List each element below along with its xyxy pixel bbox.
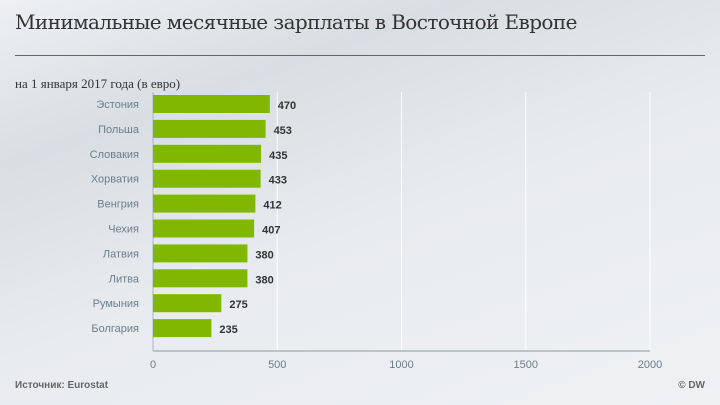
category-label: Словакия <box>90 149 139 161</box>
chart-subtitle: на 1 января 2017 года (в евро) <box>15 76 181 91</box>
bar <box>153 319 212 338</box>
title-divider <box>15 55 705 56</box>
category-label: Польша <box>98 124 140 136</box>
value-label: 407 <box>262 225 280 237</box>
bar <box>153 244 248 263</box>
value-label: 380 <box>255 274 273 286</box>
x-tick-label: 0 <box>150 359 156 371</box>
category-label: Румыния <box>93 298 139 310</box>
bar <box>153 119 266 138</box>
value-label: 380 <box>255 249 273 261</box>
x-tick-label: 1500 <box>514 359 538 371</box>
bar <box>153 169 261 188</box>
bar <box>153 294 222 313</box>
x-tick-label: 1000 <box>389 359 413 371</box>
value-label: 275 <box>229 299 247 311</box>
value-label: 470 <box>278 100 296 112</box>
category-label: Хорватия <box>91 174 139 186</box>
value-label: 433 <box>269 175 287 187</box>
bar <box>153 269 248 288</box>
category-label: Чехия <box>108 224 139 236</box>
source-note: Источник: Eurostat <box>15 380 109 391</box>
chart-title: Минимальные месячные зарплаты в Восточно… <box>15 10 577 34</box>
bar <box>153 95 270 113</box>
category-label: Латвия <box>103 248 139 260</box>
credit-note: © DW <box>678 380 705 391</box>
value-label: 412 <box>263 200 281 212</box>
bar <box>153 144 262 163</box>
bar <box>153 194 256 213</box>
category-label: Литва <box>109 273 140 285</box>
category-label: Болгария <box>91 323 139 335</box>
x-tick-label: 500 <box>268 359 286 371</box>
value-label: 235 <box>219 324 237 336</box>
bar <box>153 219 255 238</box>
category-label: Венгрия <box>97 199 139 211</box>
category-label: Эстония <box>96 99 139 111</box>
x-tick-label: 2000 <box>638 359 662 371</box>
value-label: 453 <box>274 125 292 137</box>
value-label: 435 <box>269 150 287 162</box>
